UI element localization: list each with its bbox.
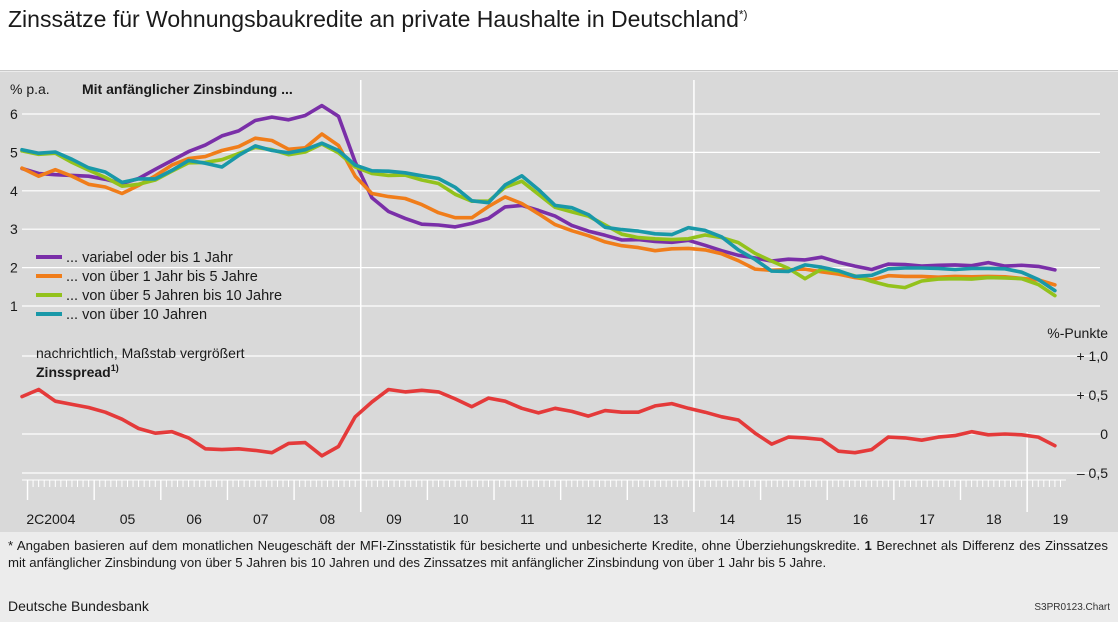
x-tick-label: 15 [786,511,802,527]
x-tick-label: 08 [320,511,336,527]
y-tick-label-lower: + 0,5 [1076,387,1108,403]
x-tick-label: 05 [120,511,136,527]
header-bar: Zinssätze für Wohnungsbaukredite an priv… [0,0,1118,71]
x-tick-label: 10 [453,511,469,527]
legend-label-1: ... variabel oder bis 1 Jahr [66,250,233,266]
x-tick-label: 09 [386,511,402,527]
x-tick-label: 06 [186,511,202,527]
x-tick-label: 16 [853,511,869,527]
series-line-1 [20,103,1057,272]
footnote-star: * [8,538,14,553]
lower-title-marker: 1) [111,363,119,373]
x-tick-label: 14 [719,511,735,527]
footnote: * Angaben basieren auf dem monatlichen N… [8,538,1108,571]
series-line-2 [20,132,1057,287]
x-tick-label: 11 [520,511,535,527]
series-line-4 [20,141,1057,293]
y-tick-label-upper: 5 [10,144,18,160]
y-tick-label-upper: 4 [10,183,18,199]
y-tick-label-upper: 6 [10,106,18,122]
legend-label-4: ... von über 10 Jahren [66,307,207,323]
x-tick-label: 07 [253,511,269,527]
spread-line [20,387,1057,458]
y-axis-label-upper: % p.a. [10,81,50,97]
x-tick-label: 18 [986,511,1002,527]
plot-background [0,72,1118,532]
title-footnote-marker: *) [738,7,748,22]
y-tick-label-lower: 0 [1100,426,1108,442]
x-tick-label: 12 [586,511,602,527]
chart-id-label: S3PR0123.Chart [1034,602,1110,613]
chart-title: Zinssätze für Wohnungsbaukredite an priv… [8,6,748,32]
y-tick-label-lower: + 1,0 [1076,348,1108,364]
legend-label-2: ... von über 1 Jahr bis 5 Jahre [66,269,258,285]
source-label: Deutsche Bundesbank [8,598,149,614]
y-tick-label-upper: 3 [10,221,18,237]
y-axis-label-lower: %-Punkte [1047,325,1108,341]
x-tick-label: 17 [919,511,935,527]
footnote-text-1: Angaben basieren auf dem monatlichen Neu… [13,538,865,553]
x-tick-label: 2C2004 [26,511,75,527]
y-tick-label-lower: – 0,5 [1077,465,1108,481]
x-tick-label: 13 [653,511,669,527]
y-tick-label-upper: 1 [10,298,18,314]
y-tick-label-upper: 2 [10,260,18,276]
legend-label-3: ... von über 5 Jahren bis 10 Jahre [66,288,282,304]
upper-subtitle: Mit anfänglicher Zinsbindung ... [82,81,293,97]
lower-title: Zinsspread1) [36,363,119,380]
footnote-text-2: Berechnet als Differenz des Zinssatzes m… [8,538,1108,570]
lower-subtitle: nachrichtlich, Maßstab vergrößert [36,345,245,361]
footnote-number: 1 [864,538,872,553]
x-tick-label: 19 [1053,511,1069,527]
